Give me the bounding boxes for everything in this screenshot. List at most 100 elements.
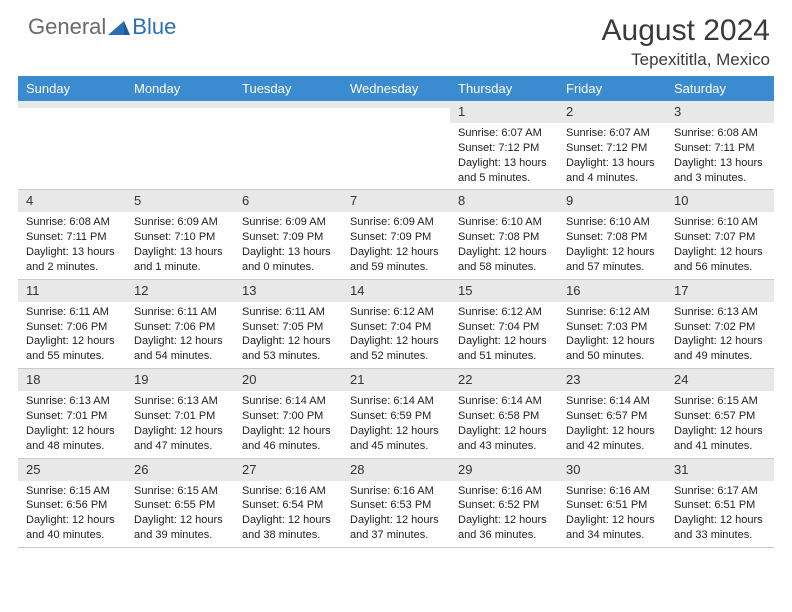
day-content: Sunrise: 6:09 AMSunset: 7:09 PMDaylight:…	[234, 212, 342, 278]
daylight-text: Daylight: 13 hours and 0 minutes.	[242, 245, 334, 275]
day-content: Sunrise: 6:14 AMSunset: 6:59 PMDaylight:…	[342, 391, 450, 457]
day-content: Sunrise: 6:12 AMSunset: 7:03 PMDaylight:…	[558, 302, 666, 368]
day-number: 22	[450, 369, 558, 391]
day-content: Sunrise: 6:16 AMSunset: 6:52 PMDaylight:…	[450, 481, 558, 547]
sunset-text: Sunset: 7:00 PM	[242, 409, 334, 424]
day-cell: 17Sunrise: 6:13 AMSunset: 7:02 PMDayligh…	[666, 280, 774, 368]
day-cell: 31Sunrise: 6:17 AMSunset: 6:51 PMDayligh…	[666, 459, 774, 547]
daylight-text: Daylight: 12 hours and 43 minutes.	[458, 424, 550, 454]
day-cell	[126, 101, 234, 189]
day-content: Sunrise: 6:14 AMSunset: 6:57 PMDaylight:…	[558, 391, 666, 457]
weekday-label: Sunday	[18, 76, 126, 101]
daylight-text: Daylight: 12 hours and 33 minutes.	[674, 513, 766, 543]
sunrise-text: Sunrise: 6:09 AM	[350, 215, 442, 230]
day-content: Sunrise: 6:13 AMSunset: 7:01 PMDaylight:…	[126, 391, 234, 457]
sunrise-text: Sunrise: 6:12 AM	[458, 305, 550, 320]
daylight-text: Daylight: 12 hours and 45 minutes.	[350, 424, 442, 454]
day-cell: 23Sunrise: 6:14 AMSunset: 6:57 PMDayligh…	[558, 369, 666, 457]
day-content: Sunrise: 6:11 AMSunset: 7:06 PMDaylight:…	[126, 302, 234, 368]
day-number: 6	[234, 190, 342, 212]
sunrise-text: Sunrise: 6:08 AM	[26, 215, 118, 230]
day-number: 2	[558, 101, 666, 123]
day-number: 27	[234, 459, 342, 481]
weekday-label: Saturday	[666, 76, 774, 101]
header: General Blue August 2024 Tepexititla, Me…	[0, 0, 792, 76]
day-row: 1Sunrise: 6:07 AMSunset: 7:12 PMDaylight…	[18, 101, 774, 190]
day-grid: 1Sunrise: 6:07 AMSunset: 7:12 PMDaylight…	[18, 101, 774, 548]
day-cell: 18Sunrise: 6:13 AMSunset: 7:01 PMDayligh…	[18, 369, 126, 457]
sunset-text: Sunset: 7:11 PM	[674, 141, 766, 156]
day-content: Sunrise: 6:07 AMSunset: 7:12 PMDaylight:…	[450, 123, 558, 189]
daylight-text: Daylight: 13 hours and 5 minutes.	[458, 156, 550, 186]
sunset-text: Sunset: 6:55 PM	[134, 498, 226, 513]
day-number: 3	[666, 101, 774, 123]
day-content: Sunrise: 6:11 AMSunset: 7:05 PMDaylight:…	[234, 302, 342, 368]
sunrise-text: Sunrise: 6:13 AM	[674, 305, 766, 320]
day-number: 25	[18, 459, 126, 481]
sunrise-text: Sunrise: 6:07 AM	[458, 126, 550, 141]
logo-triangle-icon	[108, 17, 130, 37]
day-number: 26	[126, 459, 234, 481]
day-cell	[18, 101, 126, 189]
day-content: Sunrise: 6:14 AMSunset: 7:00 PMDaylight:…	[234, 391, 342, 457]
day-row: 25Sunrise: 6:15 AMSunset: 6:56 PMDayligh…	[18, 459, 774, 548]
day-cell: 5Sunrise: 6:09 AMSunset: 7:10 PMDaylight…	[126, 190, 234, 278]
day-cell: 2Sunrise: 6:07 AMSunset: 7:12 PMDaylight…	[558, 101, 666, 189]
daylight-text: Daylight: 12 hours and 39 minutes.	[134, 513, 226, 543]
day-content: Sunrise: 6:14 AMSunset: 6:58 PMDaylight:…	[450, 391, 558, 457]
daylight-text: Daylight: 12 hours and 37 minutes.	[350, 513, 442, 543]
day-content: Sunrise: 6:08 AMSunset: 7:11 PMDaylight:…	[666, 123, 774, 189]
daylight-text: Daylight: 12 hours and 47 minutes.	[134, 424, 226, 454]
daylight-text: Daylight: 13 hours and 2 minutes.	[26, 245, 118, 275]
day-cell: 16Sunrise: 6:12 AMSunset: 7:03 PMDayligh…	[558, 280, 666, 368]
sunrise-text: Sunrise: 6:10 AM	[566, 215, 658, 230]
day-content: Sunrise: 6:16 AMSunset: 6:53 PMDaylight:…	[342, 481, 450, 547]
day-number: 18	[18, 369, 126, 391]
sunset-text: Sunset: 7:12 PM	[458, 141, 550, 156]
day-cell: 3Sunrise: 6:08 AMSunset: 7:11 PMDaylight…	[666, 101, 774, 189]
sunset-text: Sunset: 6:58 PM	[458, 409, 550, 424]
day-cell: 22Sunrise: 6:14 AMSunset: 6:58 PMDayligh…	[450, 369, 558, 457]
day-content: Sunrise: 6:13 AMSunset: 7:02 PMDaylight:…	[666, 302, 774, 368]
daylight-text: Daylight: 12 hours and 58 minutes.	[458, 245, 550, 275]
sunrise-text: Sunrise: 6:14 AM	[350, 394, 442, 409]
day-content: Sunrise: 6:10 AMSunset: 7:08 PMDaylight:…	[558, 212, 666, 278]
day-number	[342, 101, 450, 108]
sunrise-text: Sunrise: 6:13 AM	[26, 394, 118, 409]
sunset-text: Sunset: 7:10 PM	[134, 230, 226, 245]
sunset-text: Sunset: 7:09 PM	[242, 230, 334, 245]
sunset-text: Sunset: 7:02 PM	[674, 320, 766, 335]
day-number: 17	[666, 280, 774, 302]
daylight-text: Daylight: 12 hours and 51 minutes.	[458, 334, 550, 364]
sunset-text: Sunset: 6:54 PM	[242, 498, 334, 513]
day-cell: 15Sunrise: 6:12 AMSunset: 7:04 PMDayligh…	[450, 280, 558, 368]
sunset-text: Sunset: 6:57 PM	[566, 409, 658, 424]
daylight-text: Daylight: 12 hours and 55 minutes.	[26, 334, 118, 364]
sunset-text: Sunset: 6:51 PM	[674, 498, 766, 513]
day-number: 9	[558, 190, 666, 212]
day-content: Sunrise: 6:15 AMSunset: 6:57 PMDaylight:…	[666, 391, 774, 457]
sunset-text: Sunset: 7:08 PM	[458, 230, 550, 245]
day-number: 24	[666, 369, 774, 391]
day-cell: 4Sunrise: 6:08 AMSunset: 7:11 PMDaylight…	[18, 190, 126, 278]
day-cell: 26Sunrise: 6:15 AMSunset: 6:55 PMDayligh…	[126, 459, 234, 547]
day-cell	[342, 101, 450, 189]
sunset-text: Sunset: 6:51 PM	[566, 498, 658, 513]
day-cell: 13Sunrise: 6:11 AMSunset: 7:05 PMDayligh…	[234, 280, 342, 368]
day-content: Sunrise: 6:15 AMSunset: 6:56 PMDaylight:…	[18, 481, 126, 547]
daylight-text: Daylight: 12 hours and 52 minutes.	[350, 334, 442, 364]
sunrise-text: Sunrise: 6:16 AM	[350, 484, 442, 499]
sunrise-text: Sunrise: 6:10 AM	[674, 215, 766, 230]
day-number: 29	[450, 459, 558, 481]
day-number: 11	[18, 280, 126, 302]
sunrise-text: Sunrise: 6:12 AM	[350, 305, 442, 320]
day-content: Sunrise: 6:17 AMSunset: 6:51 PMDaylight:…	[666, 481, 774, 547]
day-cell: 29Sunrise: 6:16 AMSunset: 6:52 PMDayligh…	[450, 459, 558, 547]
day-cell: 20Sunrise: 6:14 AMSunset: 7:00 PMDayligh…	[234, 369, 342, 457]
day-content: Sunrise: 6:10 AMSunset: 7:08 PMDaylight:…	[450, 212, 558, 278]
day-cell: 7Sunrise: 6:09 AMSunset: 7:09 PMDaylight…	[342, 190, 450, 278]
sunset-text: Sunset: 7:04 PM	[458, 320, 550, 335]
daylight-text: Daylight: 12 hours and 50 minutes.	[566, 334, 658, 364]
day-number: 1	[450, 101, 558, 123]
day-content: Sunrise: 6:10 AMSunset: 7:07 PMDaylight:…	[666, 212, 774, 278]
